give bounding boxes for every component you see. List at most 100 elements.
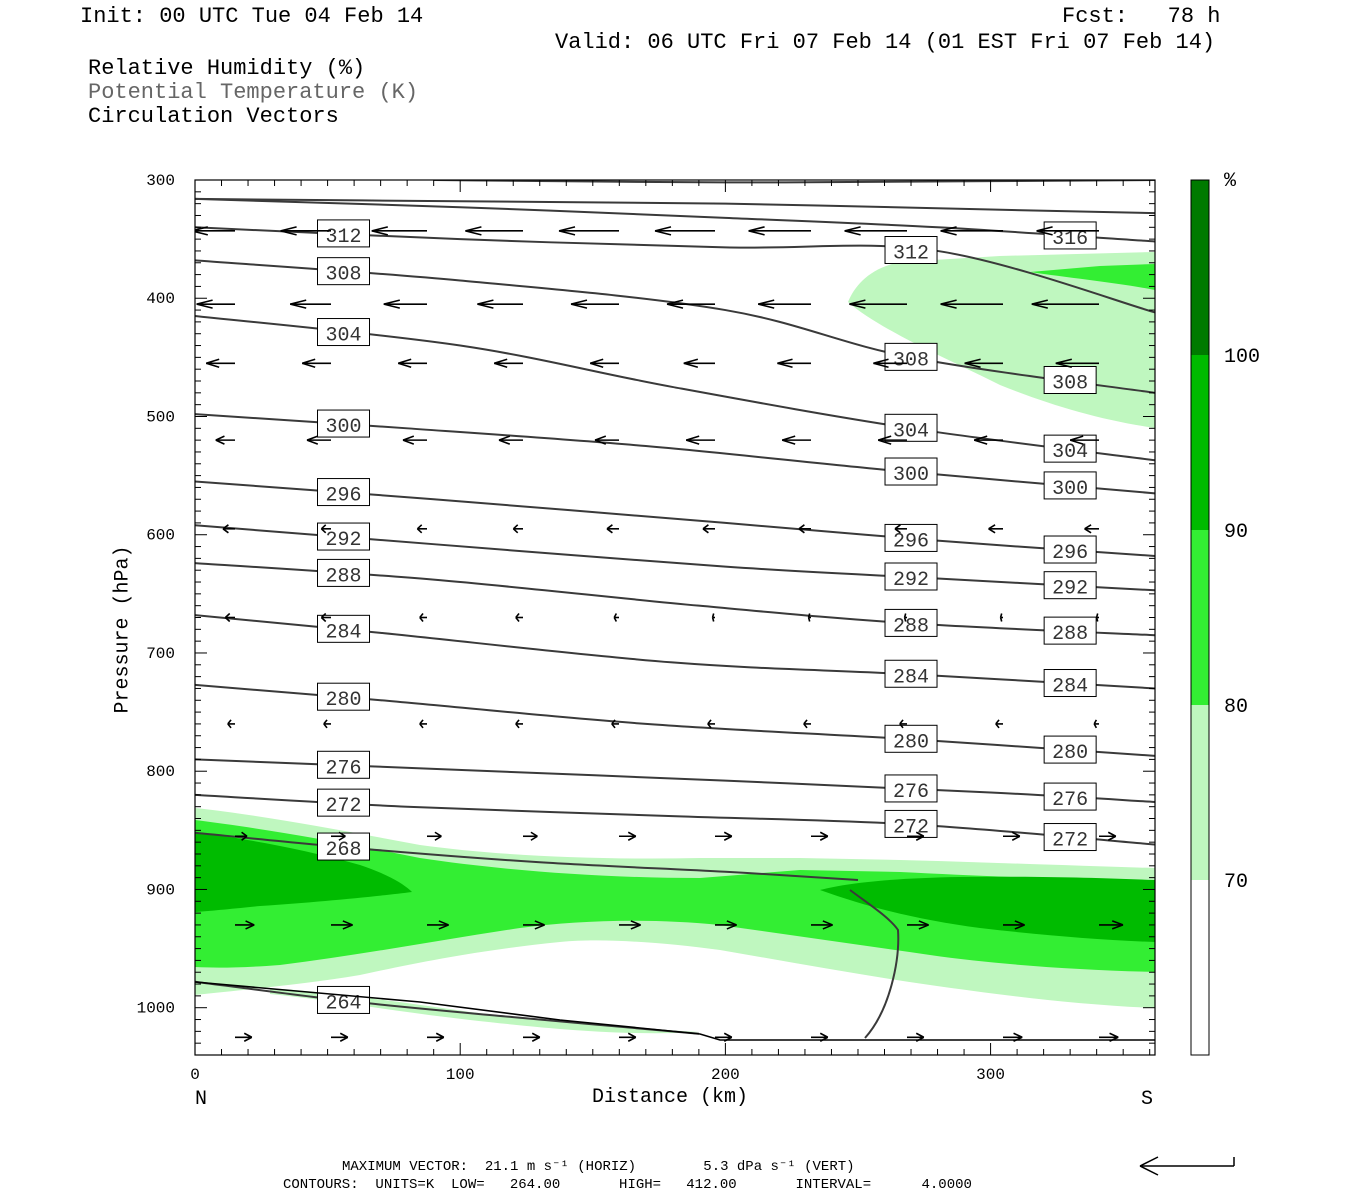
theta-label: 284 xyxy=(1052,676,1088,699)
theta-label: 296 xyxy=(326,485,362,508)
y-tick-label: 500 xyxy=(146,408,175,426)
x-tick-label: 300 xyxy=(976,1066,1005,1084)
colorbar-100plus xyxy=(1191,180,1209,355)
circulation-vector xyxy=(1055,358,1099,369)
circulation-vector xyxy=(654,226,715,236)
theta-label-box xyxy=(884,809,938,838)
legend-rh: Relative Humidity (%) xyxy=(88,56,366,81)
y-tick-label: 300 xyxy=(146,172,175,190)
theta-label-box xyxy=(884,659,938,688)
rh-band-80-90-upper xyxy=(1030,264,1155,290)
terrain xyxy=(195,1040,1155,1055)
theta-label: 300 xyxy=(326,416,362,439)
circulation-vector xyxy=(777,358,811,369)
circulation-vector xyxy=(371,226,427,236)
theta-label: 300 xyxy=(1052,478,1088,501)
circulation-vector xyxy=(320,524,331,534)
circulation-vector xyxy=(1003,920,1025,930)
circulation-vector xyxy=(1036,226,1099,236)
colorbar-80-90 xyxy=(1191,530,1209,705)
circulation-vector xyxy=(498,435,523,445)
circulation-vector xyxy=(844,226,907,236)
circulation-vector xyxy=(903,613,907,622)
circulation-vector xyxy=(301,358,331,369)
theta-label-box xyxy=(884,523,938,552)
circulation-vector xyxy=(995,719,1003,729)
theta-label-box xyxy=(317,558,371,587)
forecast-hour: Fcst: 78 h xyxy=(1062,4,1221,29)
theta-label: 288 xyxy=(1052,623,1088,646)
theta-label: 300 xyxy=(893,464,929,487)
circulation-vector xyxy=(781,435,811,445)
circulation-vector xyxy=(803,719,811,729)
circulation-vector xyxy=(215,435,235,445)
circulation-vector xyxy=(397,358,427,369)
theta-label-box xyxy=(317,257,371,286)
init-time: Init: 00 UTC Tue 04 Feb 14 xyxy=(80,4,424,29)
circulation-vector xyxy=(419,612,427,623)
y-tick-label: 700 xyxy=(146,645,175,663)
theta-label: 284 xyxy=(893,666,929,689)
circulation-vector xyxy=(894,524,907,534)
circulation-vector xyxy=(715,1032,733,1042)
circulation-vector xyxy=(758,299,811,309)
circulation-vector xyxy=(1099,1032,1119,1042)
circulation-vector xyxy=(523,1032,541,1042)
circulation-vector xyxy=(907,831,925,841)
theta-label-box xyxy=(884,236,938,265)
circulation-vector xyxy=(195,226,235,236)
circulation-vector xyxy=(1003,831,1021,841)
circulation-vector xyxy=(235,920,255,930)
circulation-vector xyxy=(849,299,907,309)
circulation-vector xyxy=(1093,719,1099,729)
circulation-vector xyxy=(811,831,829,841)
theta-label: 308 xyxy=(1052,372,1088,395)
theta-label-box xyxy=(1043,669,1097,698)
circulation-vector xyxy=(907,920,929,930)
circulation-vector xyxy=(988,524,1003,534)
legend-vectors: Circulation Vectors xyxy=(88,104,339,129)
circulation-vector xyxy=(811,920,833,930)
circulation-vector xyxy=(515,719,523,729)
theta-label: 304 xyxy=(893,420,929,443)
rh-band-70-80-surface-strip xyxy=(270,988,700,1034)
circulation-vector xyxy=(331,831,346,841)
valid-time: Valid: 06 UTC Fri 07 Feb 14 (01 EST Fri … xyxy=(555,30,1216,55)
theta-label-box xyxy=(1043,471,1097,500)
theta-label-box xyxy=(317,788,371,817)
theta-label: 308 xyxy=(893,349,929,372)
theta-label: 312 xyxy=(326,226,362,249)
theta-label: 292 xyxy=(893,569,929,592)
circulation-vector xyxy=(1099,920,1124,930)
reference-vector-arrow xyxy=(1139,1156,1235,1176)
circulation-vector xyxy=(606,524,619,534)
circulation-vector xyxy=(558,226,619,236)
circulation-vector xyxy=(323,719,331,729)
circulation-vector xyxy=(320,612,331,623)
theta-label: 296 xyxy=(893,530,929,553)
circulation-vector xyxy=(685,435,715,445)
circulation-vector xyxy=(1003,1032,1023,1042)
x-axis-title: Distance (km) xyxy=(592,1086,749,1109)
circulation-vector xyxy=(477,299,523,309)
circulation-vector xyxy=(196,299,235,309)
footer-contours: CONTOURS: UNITS=K LOW= 264.00 HIGH= 412.… xyxy=(283,1177,972,1193)
rh-band-90-100-right xyxy=(820,876,1155,942)
theta-label-box xyxy=(317,522,371,551)
theta-label-box xyxy=(1043,823,1097,852)
theta-label-box xyxy=(884,342,938,371)
theta-label: 264 xyxy=(326,992,362,1015)
theta-label-box xyxy=(1043,735,1097,764)
circulation-vector xyxy=(798,524,811,534)
x-end-right: S xyxy=(1141,1088,1154,1111)
theta-label-box xyxy=(884,608,938,637)
circulation-vector xyxy=(331,1032,349,1042)
circulation-vector xyxy=(964,358,1003,369)
circulation-vector xyxy=(280,226,331,236)
theta-label-box xyxy=(1043,221,1097,250)
theta-contour xyxy=(195,197,1155,215)
circulation-vector xyxy=(619,831,637,841)
circulation-vector xyxy=(907,1032,925,1042)
